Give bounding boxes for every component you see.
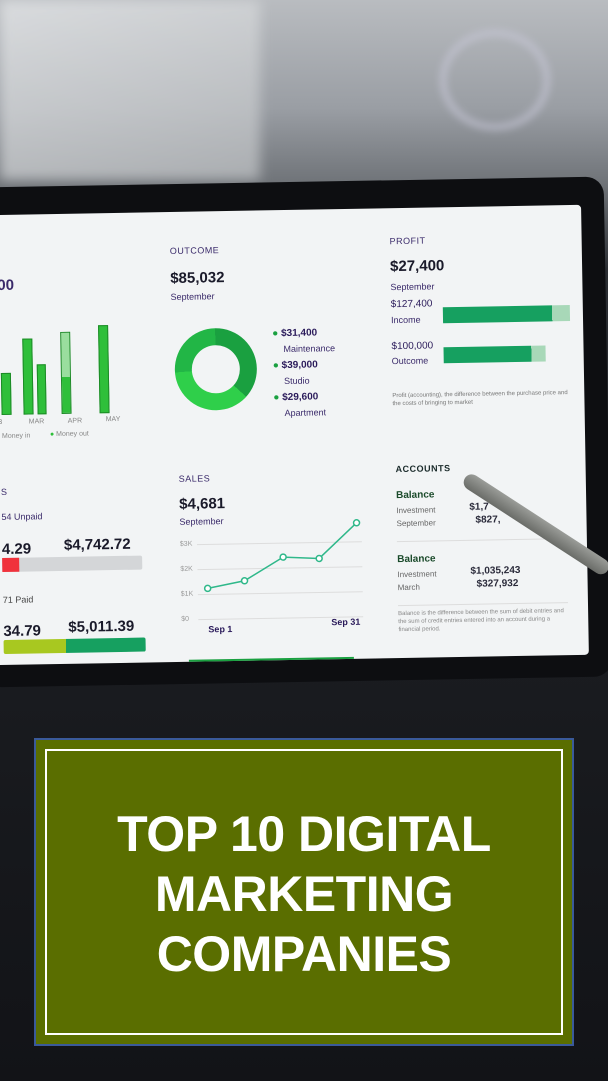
outcome-amount: $85,032: [170, 269, 225, 288]
bar: [98, 325, 110, 414]
bar: [36, 364, 47, 415]
income-label: Income: [390, 314, 421, 326]
outcome-period: September: [170, 291, 215, 303]
sales-line-chart: [196, 519, 364, 621]
outcome-item-name: Apartment: [284, 407, 327, 419]
left-amount: 00: [0, 276, 15, 295]
accounts-label: ACCOUNTS: [395, 463, 451, 475]
outcome-label: OUTCOME: [169, 245, 220, 257]
balance-row: Investment: [396, 505, 436, 516]
unpaid-count: 54 Unpaid: [1, 511, 43, 523]
outcome-item-name: Studio: [283, 375, 310, 387]
balance-row: Investment: [397, 569, 437, 580]
y-tick: $1K: [180, 590, 194, 598]
banner-title: TOP 10 DIGITAL MARKETING COMPANIES: [36, 804, 572, 984]
income-bar: [442, 305, 571, 324]
profit-label: PROFIT: [389, 235, 426, 247]
bar: [0, 372, 12, 415]
balance-value: $327,932: [476, 577, 519, 590]
balance-title: Balance: [397, 553, 436, 566]
outcome-bar-label: Outcome: [391, 355, 429, 367]
outcome-value: $100,000: [391, 340, 434, 353]
month-label: B: [0, 418, 3, 427]
invoices-label: S: [0, 486, 8, 498]
profit-note: Profit (accounting), the difference betw…: [392, 390, 568, 408]
outcome-bar: [443, 345, 546, 364]
month-label: MAY: [105, 415, 121, 424]
balance-value: $827,: [475, 514, 501, 526]
y-tick: $0: [181, 615, 190, 623]
profit-period: September: [390, 281, 435, 293]
outcome-item-name: Maintenance: [283, 343, 336, 355]
blurred-glasses: [440, 30, 550, 130]
paid-count: 71 Paid: [2, 594, 34, 605]
accounts-note: Balance is the difference between the su…: [398, 608, 564, 634]
balance-row: March: [397, 582, 420, 593]
sales-amount: $4,681: [179, 495, 226, 513]
income-value: $127,400: [390, 298, 433, 311]
title-banner: TOP 10 DIGITAL MARKETING COMPANIES: [34, 738, 574, 1046]
banner-frame: [45, 749, 563, 1035]
legend-money-out: ● Money out: [49, 430, 89, 439]
unpaid-total: $4,742.72: [63, 535, 131, 554]
balance-row: September: [396, 518, 436, 529]
x-start: Sep 1: [208, 623, 233, 635]
y-tick: $3K: [179, 540, 193, 548]
paid-amount: 34.79: [3, 622, 42, 640]
outcome-item-value: ● $31,400: [272, 327, 318, 340]
balance-title: Balance: [395, 489, 435, 502]
bar: [22, 338, 34, 415]
profit-amount: $27,400: [389, 257, 445, 276]
month-label: MAR: [28, 418, 45, 426]
sales-label: SALES: [178, 473, 211, 484]
paid-progress: [3, 637, 146, 654]
y-tick: $2K: [180, 565, 193, 573]
month-label: APR: [67, 417, 83, 425]
divider: [396, 538, 567, 543]
donut-chart: [174, 327, 258, 411]
outcome-item-value: ● $39,000: [272, 359, 318, 372]
unpaid-progress: [2, 555, 143, 572]
dashboard-screen: 00 B MAR APR MAY Money in ● Money out S …: [0, 204, 589, 666]
unpaid-amount: 4.29: [1, 540, 32, 558]
x-end: Sep 31: [331, 616, 361, 628]
bar: [60, 331, 72, 414]
blurred-paper: [0, 0, 260, 180]
title-line: COMPANIES: [156, 926, 452, 982]
outcome-item-value: ● $29,600: [273, 391, 319, 404]
title-line: TOP 10 DIGITAL: [117, 806, 491, 862]
balance-value: $1,035,243: [470, 564, 521, 577]
balance-value: $1,7: [469, 501, 489, 513]
title-line: MARKETING: [154, 866, 454, 922]
paid-total: $5,011.39: [68, 617, 135, 636]
legend-money-in: Money in: [1, 432, 31, 440]
divider: [397, 602, 568, 607]
